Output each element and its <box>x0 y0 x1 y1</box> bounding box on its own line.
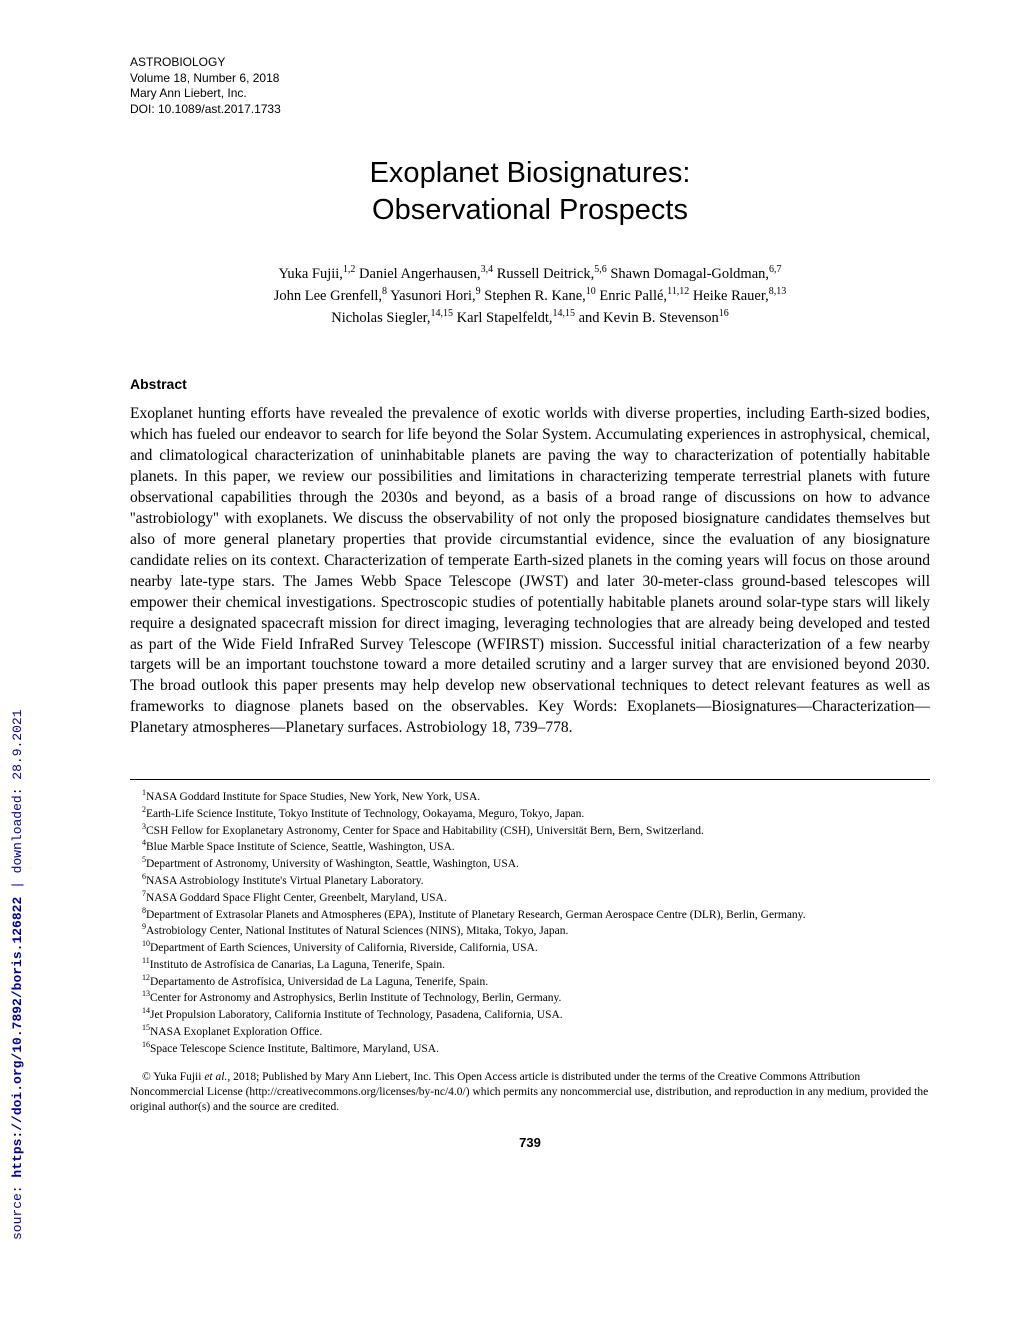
affiliation-item: 6NASA Astrobiology Institute's Virtual P… <box>130 872 930 889</box>
copyright-etal: et al., <box>204 1071 230 1083</box>
affiliation-item: 14Jet Propulsion Laboratory, California … <box>130 1006 930 1023</box>
affiliation-item: 8Department of Extrasolar Planets and At… <box>130 906 930 923</box>
authors-line-3: Nicholas Siegler,14,15 Karl Stapelfeldt,… <box>130 307 930 329</box>
authors-block: Yuka Fujii,1,2 Daniel Angerhausen,3,4 Ru… <box>130 263 930 329</box>
copyright-symbol: © <box>142 1071 151 1083</box>
authors-line-2: John Lee Grenfell,8 Yasunori Hori,9 Step… <box>130 285 930 307</box>
page-number: 739 <box>130 1135 930 1150</box>
paper-title: Exoplanet Biosignatures: Observational P… <box>130 155 930 228</box>
affiliations-block: 1NASA Goddard Institute for Space Studie… <box>130 779 930 1056</box>
affiliation-item: 3CSH Fellow for Exoplanetary Astronomy, … <box>130 822 930 839</box>
sidebar-url: https://doi.org/10.7892/boris.126822 <box>10 897 25 1178</box>
copyright-block: © Yuka Fujii et al., 2018; Published by … <box>130 1070 930 1115</box>
affiliation-item: 10Department of Earth Sciences, Universi… <box>130 939 930 956</box>
affiliation-item: 2Earth-Life Science Institute, Tokyo Ins… <box>130 805 930 822</box>
affiliation-item: 11Instituto de Astrofísica de Canarias, … <box>130 956 930 973</box>
header-meta: ASTROBIOLOGY Volume 18, Number 6, 2018 M… <box>130 55 930 117</box>
journal-name: ASTROBIOLOGY <box>130 55 930 71</box>
title-line-1: Exoplanet Biosignatures: <box>370 157 691 189</box>
abstract-heading: Abstract <box>130 376 930 392</box>
affiliation-item: 4Blue Marble Space Institute of Science,… <box>130 838 930 855</box>
sidebar-source: source: https://doi.org/10.7892/boris.12… <box>10 709 25 1240</box>
sidebar-source-label: source: <box>10 1178 25 1240</box>
affiliation-item: 1NASA Goddard Institute for Space Studie… <box>130 788 930 805</box>
affiliation-item: 16Space Telescope Science Institute, Bal… <box>130 1040 930 1057</box>
title-line-2: Observational Prospects <box>372 194 688 226</box>
abstract-text: Exoplanet hunting efforts have revealed … <box>130 404 930 739</box>
affiliation-item: 9Astrobiology Center, National Institute… <box>130 922 930 939</box>
authors-line-1: Yuka Fujii,1,2 Daniel Angerhausen,3,4 Ru… <box>130 263 930 285</box>
affiliation-item: 5Department of Astronomy, University of … <box>130 855 930 872</box>
affiliation-item: 7NASA Goddard Space Flight Center, Green… <box>130 889 930 906</box>
journal-publisher: Mary Ann Liebert, Inc. <box>130 86 930 102</box>
journal-doi: DOI: 10.1089/ast.2017.1733 <box>130 102 930 118</box>
copyright-rest: 2018; Published by Mary Ann Liebert, Inc… <box>130 1071 928 1113</box>
sidebar-downloaded: downloaded: 28.9.2021 <box>10 709 25 873</box>
affiliation-item: 12Departamento de Astrofísica, Universid… <box>130 973 930 990</box>
affiliation-item: 15NASA Exoplanet Exploration Office. <box>130 1023 930 1040</box>
journal-volume: Volume 18, Number 6, 2018 <box>130 71 930 87</box>
sidebar-separator: | <box>10 873 25 896</box>
copyright-lead: Yuka Fujii <box>151 1071 205 1083</box>
affiliation-item: 13Center for Astronomy and Astrophysics,… <box>130 989 930 1006</box>
